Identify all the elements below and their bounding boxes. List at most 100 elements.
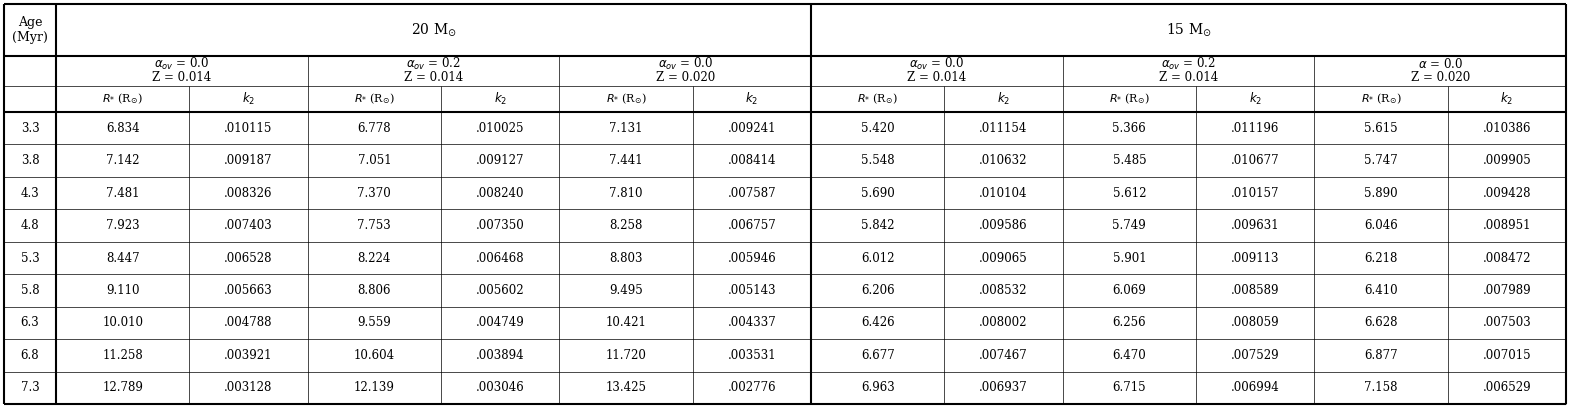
Text: .010386: .010386	[1482, 122, 1531, 135]
Text: .005946: .005946	[727, 251, 776, 264]
Text: $k_{2}$: $k_{2}$	[493, 91, 507, 107]
Text: 4.3: 4.3	[20, 186, 39, 200]
Text: .002776: .002776	[727, 381, 776, 394]
Text: .009631: .009631	[1231, 219, 1280, 232]
Text: 5.749: 5.749	[1113, 219, 1146, 232]
Text: .009187: .009187	[225, 154, 273, 167]
Text: .006468: .006468	[476, 251, 524, 264]
Text: Z = 0.020: Z = 0.020	[1410, 71, 1470, 84]
Text: 5.366: 5.366	[1113, 122, 1146, 135]
Text: .007529: .007529	[1231, 349, 1280, 362]
Text: $k_{2}$: $k_{2}$	[1248, 91, 1262, 107]
Text: 8.447: 8.447	[105, 251, 140, 264]
Text: .006529: .006529	[1482, 381, 1531, 394]
Text: .006994: .006994	[1231, 381, 1280, 394]
Text: $k_{2}$: $k_{2}$	[997, 91, 1010, 107]
Text: $k_{2}$: $k_{2}$	[746, 91, 758, 107]
Text: .003046: .003046	[476, 381, 524, 394]
Text: .008951: .008951	[1482, 219, 1531, 232]
Text: $\alpha_{ov}$ = 0.2: $\alpha_{ov}$ = 0.2	[407, 56, 460, 73]
Text: 20 M$_{\odot}$: 20 M$_{\odot}$	[411, 22, 457, 38]
Text: 12.789: 12.789	[102, 381, 143, 394]
Text: 5.890: 5.890	[1364, 186, 1397, 200]
Text: .006528: .006528	[225, 251, 273, 264]
Text: Z = 0.014: Z = 0.014	[152, 71, 212, 84]
Text: .010157: .010157	[1231, 186, 1280, 200]
Text: 6.069: 6.069	[1113, 284, 1146, 297]
Text: 7.481: 7.481	[105, 186, 140, 200]
Text: 6.628: 6.628	[1364, 316, 1397, 329]
Text: 7.158: 7.158	[1364, 381, 1397, 394]
Text: .004337: .004337	[727, 316, 776, 329]
Text: 9.495: 9.495	[609, 284, 642, 297]
Text: 8.806: 8.806	[358, 284, 391, 297]
Text: Z = 0.014: Z = 0.014	[1159, 71, 1218, 84]
Text: .011154: .011154	[980, 122, 1028, 135]
Text: 6.470: 6.470	[1113, 349, 1146, 362]
Text: 8.224: 8.224	[358, 251, 391, 264]
Text: .010104: .010104	[980, 186, 1028, 200]
Text: .003921: .003921	[225, 349, 273, 362]
Text: .010115: .010115	[225, 122, 273, 135]
Text: 6.256: 6.256	[1113, 316, 1146, 329]
Text: .008532: .008532	[980, 284, 1028, 297]
Text: 5.548: 5.548	[860, 154, 895, 167]
Text: .008002: .008002	[980, 316, 1028, 329]
Text: 6.877: 6.877	[1364, 349, 1397, 362]
Text: 6.715: 6.715	[1113, 381, 1146, 394]
Text: 6.410: 6.410	[1364, 284, 1397, 297]
Text: $k_{2}$: $k_{2}$	[242, 91, 256, 107]
Text: .007989: .007989	[1482, 284, 1531, 297]
Text: 5.747: 5.747	[1364, 154, 1397, 167]
Text: $R_{*}$ (R$_{\odot}$): $R_{*}$ (R$_{\odot}$)	[1361, 92, 1402, 106]
Text: .008240: .008240	[476, 186, 524, 200]
Text: 5.485: 5.485	[1113, 154, 1146, 167]
Text: .006757: .006757	[727, 219, 776, 232]
Text: $R_{*}$ (R$_{\odot}$): $R_{*}$ (R$_{\odot}$)	[1108, 92, 1149, 106]
Text: $R_{*}$ (R$_{\odot}$): $R_{*}$ (R$_{\odot}$)	[102, 92, 143, 106]
Text: Z = 0.020: Z = 0.020	[656, 71, 714, 84]
Text: .010025: .010025	[476, 122, 524, 135]
Text: .007403: .007403	[225, 219, 273, 232]
Text: 7.051: 7.051	[358, 154, 391, 167]
Text: $\alpha_{ov}$ = 0.0: $\alpha_{ov}$ = 0.0	[154, 56, 209, 73]
Text: 5.615: 5.615	[1364, 122, 1397, 135]
Text: 10.421: 10.421	[606, 316, 647, 329]
Text: .003128: .003128	[225, 381, 273, 394]
Text: .007350: .007350	[476, 219, 524, 232]
Text: 8.803: 8.803	[609, 251, 642, 264]
Text: 11.720: 11.720	[606, 349, 647, 362]
Text: 5.420: 5.420	[860, 122, 895, 135]
Text: .006937: .006937	[980, 381, 1028, 394]
Text: 6.206: 6.206	[860, 284, 895, 297]
Text: $R_{*}$ (R$_{\odot}$): $R_{*}$ (R$_{\odot}$)	[353, 92, 394, 106]
Text: $\alpha_{ov}$ = 0.2: $\alpha_{ov}$ = 0.2	[1162, 56, 1215, 73]
Text: Z = 0.014: Z = 0.014	[403, 71, 463, 84]
Text: .004749: .004749	[476, 316, 524, 329]
Text: 5.3: 5.3	[20, 251, 39, 264]
Text: .008414: .008414	[727, 154, 776, 167]
Text: 7.142: 7.142	[105, 154, 140, 167]
Text: .003894: .003894	[476, 349, 524, 362]
Text: .010677: .010677	[1231, 154, 1280, 167]
Text: .011196: .011196	[1231, 122, 1280, 135]
Text: 6.834: 6.834	[105, 122, 140, 135]
Text: 9.110: 9.110	[105, 284, 140, 297]
Text: 6.046: 6.046	[1364, 219, 1397, 232]
Text: $R_{*}$ (R$_{\odot}$): $R_{*}$ (R$_{\odot}$)	[606, 92, 647, 106]
Text: 6.677: 6.677	[860, 349, 895, 362]
Text: 6.963: 6.963	[860, 381, 895, 394]
Text: 13.425: 13.425	[606, 381, 647, 394]
Text: .009065: .009065	[980, 251, 1028, 264]
Text: $\alpha_{ov}$ = 0.0: $\alpha_{ov}$ = 0.0	[658, 56, 713, 73]
Text: .008589: .008589	[1231, 284, 1280, 297]
Text: $k_{2}$: $k_{2}$	[1501, 91, 1513, 107]
Text: 15 M$_{\odot}$: 15 M$_{\odot}$	[1165, 22, 1212, 38]
Text: .009428: .009428	[1482, 186, 1531, 200]
Text: Z = 0.014: Z = 0.014	[907, 71, 967, 84]
Text: 10.604: 10.604	[353, 349, 396, 362]
Text: .009241: .009241	[727, 122, 776, 135]
Text: 4.8: 4.8	[20, 219, 39, 232]
Text: 12.139: 12.139	[353, 381, 394, 394]
Text: .008326: .008326	[225, 186, 273, 200]
